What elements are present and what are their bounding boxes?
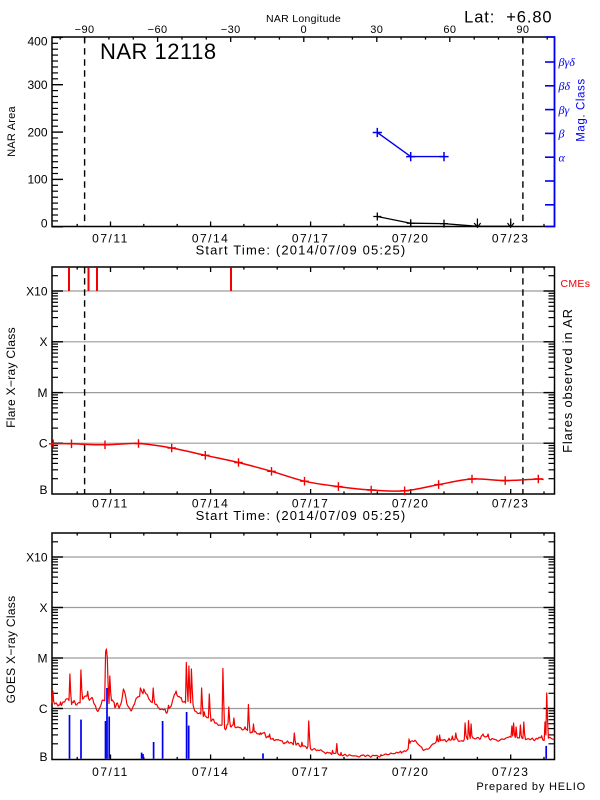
svg-text:Mag. Class: Mag. Class bbox=[576, 78, 588, 142]
svg-text:0: 0 bbox=[41, 217, 48, 231]
svg-text:07/11: 07/11 bbox=[92, 765, 129, 779]
svg-text:X10: X10 bbox=[26, 284, 48, 298]
svg-text:X10: X10 bbox=[26, 550, 48, 564]
svg-text:07/14: 07/14 bbox=[192, 765, 230, 779]
svg-text:βγδ: βγδ bbox=[558, 55, 576, 69]
svg-text:C: C bbox=[39, 437, 48, 451]
svg-text:30: 30 bbox=[370, 24, 383, 36]
svg-text:07/14: 07/14 bbox=[192, 231, 230, 245]
svg-text:B: B bbox=[39, 750, 47, 764]
svg-text:0: 0 bbox=[301, 24, 308, 36]
svg-text:M: M bbox=[38, 386, 48, 400]
svg-text:07/20: 07/20 bbox=[392, 765, 430, 779]
svg-text:300: 300 bbox=[27, 78, 47, 92]
svg-text:07/17: 07/17 bbox=[292, 497, 330, 511]
svg-text:B: B bbox=[39, 483, 47, 497]
svg-text:Prepared by HELIO: Prepared by HELIO bbox=[476, 781, 586, 793]
svg-text:07/11: 07/11 bbox=[92, 497, 129, 511]
svg-text:400: 400 bbox=[27, 34, 47, 48]
svg-text:07/23: 07/23 bbox=[492, 765, 530, 779]
svg-text:X: X bbox=[39, 601, 47, 615]
svg-text:βδ: βδ bbox=[558, 79, 571, 93]
svg-text:100: 100 bbox=[27, 173, 47, 187]
svg-text:NAR Longitude: NAR Longitude bbox=[266, 13, 341, 25]
svg-text:07/17: 07/17 bbox=[292, 231, 330, 245]
svg-text:Start Time: (2014/07/09 05:25): Start Time: (2014/07/09 05:25) bbox=[196, 508, 407, 523]
svg-text:Flares observed in AR: Flares observed in AR bbox=[560, 308, 575, 453]
svg-text:−30: −30 bbox=[221, 24, 241, 36]
svg-text:GOES X−ray Class: GOES X−ray Class bbox=[4, 596, 18, 704]
svg-text:Lat: +6.80: Lat: +6.80 bbox=[464, 8, 552, 26]
svg-text:07/20: 07/20 bbox=[392, 497, 430, 511]
svg-text:−90: −90 bbox=[75, 24, 95, 36]
svg-text:Flare X−ray Class: Flare X−ray Class bbox=[4, 327, 18, 428]
svg-text:07/23: 07/23 bbox=[492, 497, 530, 511]
svg-text:α: α bbox=[559, 150, 566, 164]
svg-text:07/23: 07/23 bbox=[492, 231, 530, 245]
svg-text:NAR Area: NAR Area bbox=[6, 106, 18, 157]
svg-text:β: β bbox=[558, 127, 565, 141]
svg-text:07/14: 07/14 bbox=[192, 497, 230, 511]
svg-text:M: M bbox=[38, 651, 48, 665]
svg-text:X: X bbox=[39, 335, 47, 349]
svg-text:200: 200 bbox=[27, 125, 47, 139]
svg-text:07/11: 07/11 bbox=[92, 231, 129, 245]
svg-text:βγ: βγ bbox=[558, 103, 570, 117]
svg-text:Start Time: (2014/07/09 05:25): Start Time: (2014/07/09 05:25) bbox=[196, 243, 407, 258]
svg-text:60: 60 bbox=[443, 24, 456, 36]
svg-text:07/17: 07/17 bbox=[292, 765, 330, 779]
svg-text:07/20: 07/20 bbox=[392, 231, 430, 245]
svg-text:−60: −60 bbox=[148, 24, 168, 36]
svg-text:NAR 12118: NAR 12118 bbox=[100, 39, 217, 64]
svg-text:90: 90 bbox=[516, 24, 529, 36]
svg-text:CMEs: CMEs bbox=[561, 278, 591, 290]
svg-text:C: C bbox=[39, 702, 48, 716]
